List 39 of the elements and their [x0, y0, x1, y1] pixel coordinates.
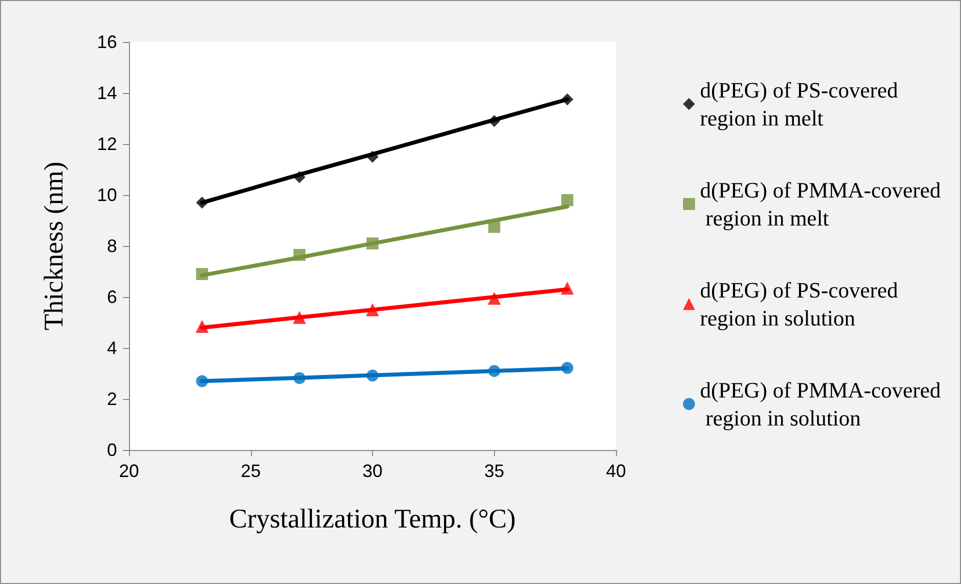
legend-label: d(PEG) of PS-covered region in solution — [700, 278, 904, 330]
point — [561, 93, 574, 106]
point — [293, 171, 306, 184]
y-tick-label: 10 — [96, 185, 117, 205]
point — [560, 282, 574, 295]
legend-label: d(PEG) of PS-covered region in melt — [700, 78, 904, 130]
x-tick-label: 30 — [362, 461, 383, 481]
point — [488, 220, 500, 233]
y-tick-label: 6 — [106, 287, 117, 307]
legend-label: d(PEG) of PMMA-covered region in melt — [700, 178, 941, 230]
point — [196, 375, 208, 388]
x-tick-label: 25 — [240, 461, 261, 481]
point — [366, 303, 379, 316]
y-tick-label: 8 — [106, 236, 117, 256]
y-tick-label: 12 — [96, 134, 117, 154]
point — [561, 194, 574, 206]
legend-label: d(PEG) of PMMA-covered region in solution — [700, 378, 941, 430]
y-tick-label: 4 — [106, 338, 117, 358]
point — [196, 196, 208, 209]
point — [293, 248, 306, 261]
y-tick-label: 0 — [106, 440, 117, 460]
point — [293, 372, 306, 384]
point — [561, 362, 574, 374]
point — [366, 237, 378, 250]
y-tick-label: 16 — [96, 32, 117, 52]
point — [196, 268, 208, 280]
x-tick-label: 35 — [484, 461, 504, 481]
point — [196, 320, 209, 333]
y-tick-label: 14 — [96, 83, 117, 103]
y-axis-title: Thickness (nm) — [38, 162, 68, 330]
y-tick-label: 2 — [106, 389, 117, 409]
point — [366, 150, 378, 163]
x-axis-title: Crystallization Temp. (°C) — [229, 504, 516, 534]
point — [366, 370, 378, 382]
point — [488, 292, 501, 305]
point — [292, 310, 306, 324]
point — [488, 364, 500, 377]
x-tick-label: 40 — [606, 461, 626, 481]
x-tick-label: 20 — [118, 461, 140, 481]
